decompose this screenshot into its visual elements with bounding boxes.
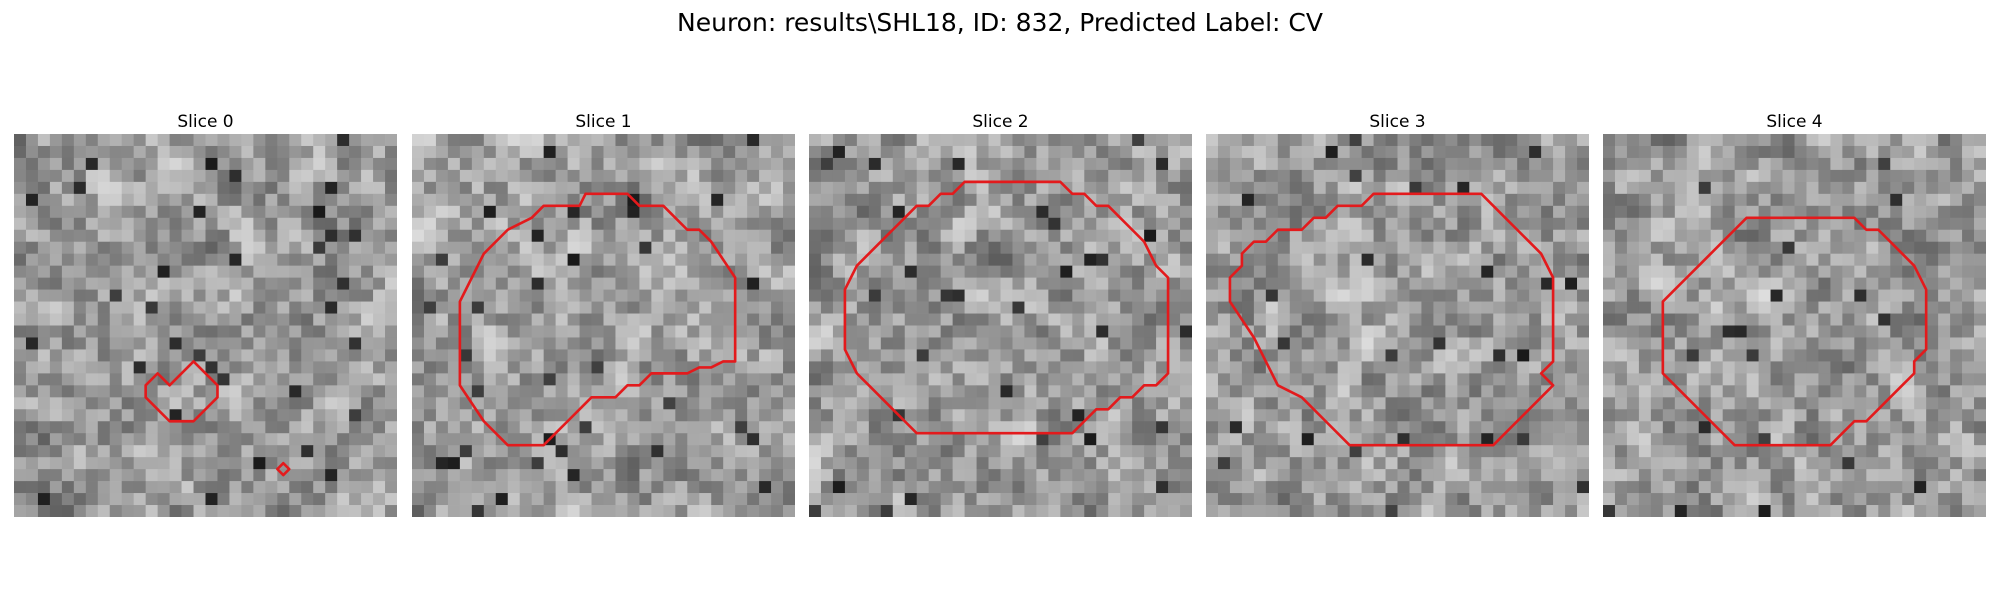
slice-panel-2: Slice 2 xyxy=(809,110,1192,517)
slice-panel-1: Slice 1 xyxy=(412,110,795,517)
slice-image-4 xyxy=(1603,134,1986,517)
slice-title-0: Slice 0 xyxy=(177,112,234,132)
contour-0-0 xyxy=(144,360,219,423)
slice-image-1 xyxy=(412,134,795,517)
slice-image-3 xyxy=(1206,134,1589,517)
slice-title-1: Slice 1 xyxy=(575,112,632,132)
slice-panel-4: Slice 4 xyxy=(1603,110,1986,517)
slice-panel-3: Slice 3 xyxy=(1206,110,1589,517)
slice-image-2 xyxy=(809,134,1192,517)
contour-2-0 xyxy=(843,180,1170,435)
contour-3-0 xyxy=(1228,192,1555,447)
figure-title: Neuron: results\SHL18, ID: 832, Predicte… xyxy=(677,8,1323,37)
contour-1-0 xyxy=(458,192,737,447)
slice-panel-0: Slice 0 xyxy=(14,110,397,517)
slice-image-0 xyxy=(14,134,397,517)
contour-0-1 xyxy=(275,461,291,477)
slice-title-3: Slice 3 xyxy=(1369,112,1426,132)
slice-title-2: Slice 2 xyxy=(972,112,1029,132)
contour-4-0 xyxy=(1661,216,1928,447)
slice-title-4: Slice 4 xyxy=(1766,112,1823,132)
